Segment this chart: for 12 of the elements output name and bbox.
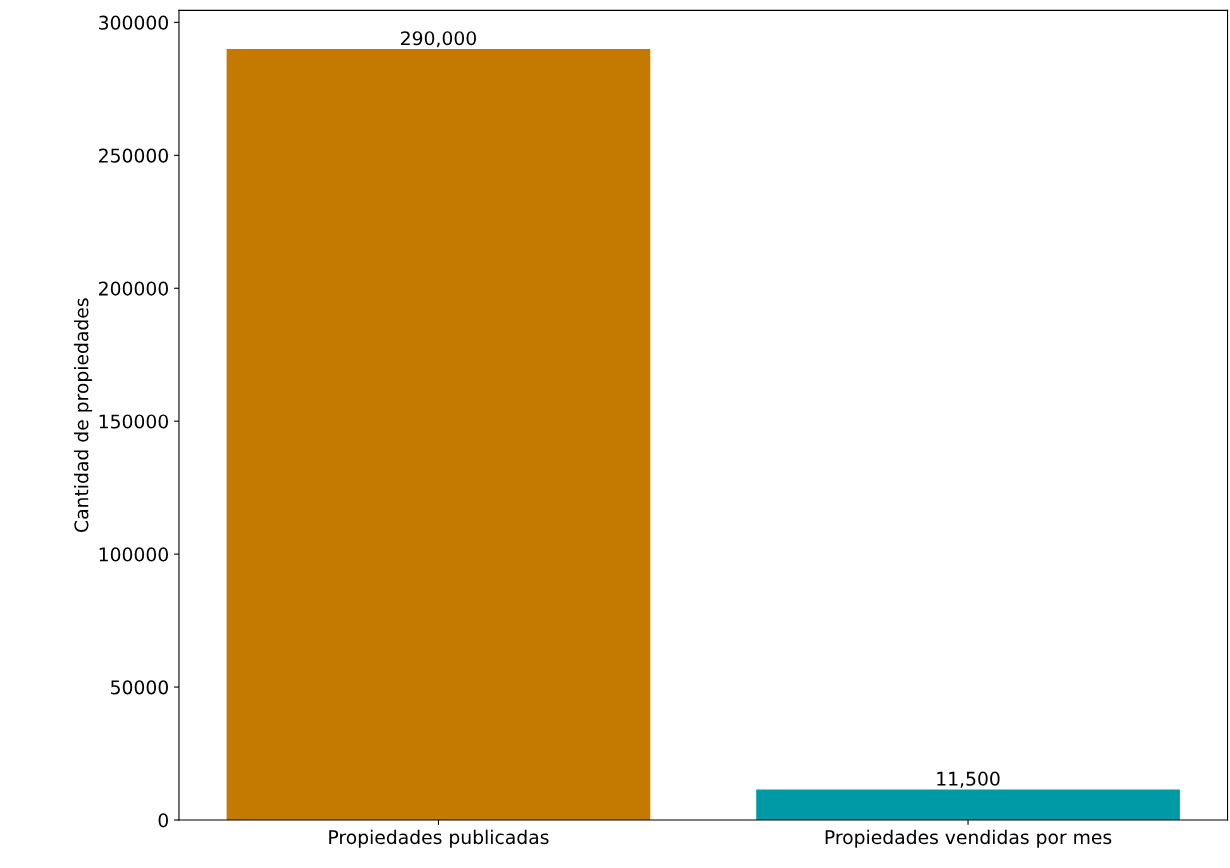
y-tick-label: 300000 <box>99 15 168 30</box>
x-tick-label: Propiedades publicadas <box>329 829 549 848</box>
data-label: 11,500 <box>937 771 1000 788</box>
y-tick-label: 0 <box>158 813 168 828</box>
y-tick-label: 150000 <box>99 414 168 429</box>
y-tick-label: 100000 <box>99 547 168 562</box>
y-tick-label: 200000 <box>99 281 168 296</box>
y-axis-title: Cantidad de propiedades <box>73 298 93 532</box>
y-tick-label: 50000 <box>111 680 168 695</box>
x-tick-label: Propiedades vendidas por mes <box>825 829 1112 848</box>
data-label: 290,000 <box>401 31 476 48</box>
y-tick-label: 250000 <box>99 148 168 163</box>
